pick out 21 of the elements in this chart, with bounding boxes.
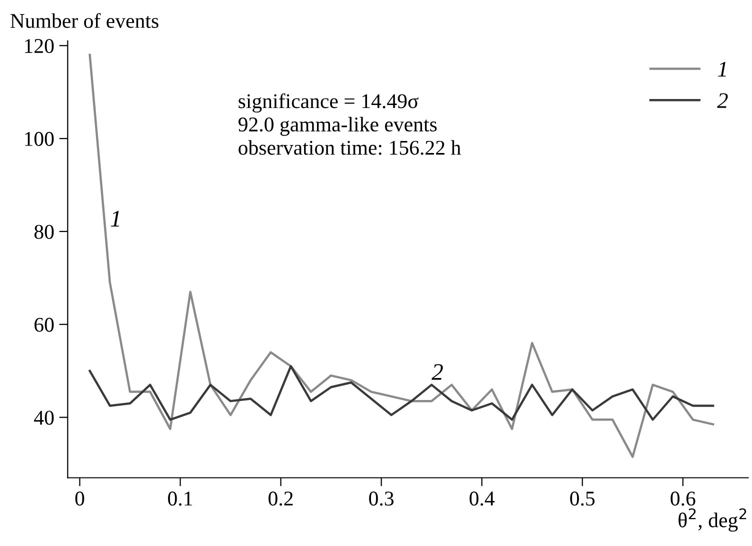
x-axis-title: θ$^{2}$, deg$^{2}$ xyxy=(678,508,746,532)
y-tick-label: 100 xyxy=(25,132,54,146)
annotation: 2 xyxy=(432,364,443,380)
legend-label: 2 xyxy=(717,93,728,108)
annotation: 1 xyxy=(110,210,120,226)
x-tick-label: 0.6 xyxy=(670,492,696,506)
annotation: significance = 14.49σ 92.0 gamma-like events observation time: 156.22 h xyxy=(238,93,461,155)
x-tick-label: 0.5 xyxy=(570,492,595,506)
x-tick-label: 0.3 xyxy=(369,492,394,506)
line-series xyxy=(88,54,714,458)
x-tick-label: 0 xyxy=(75,492,84,506)
x-tick-label: 0.2 xyxy=(268,492,293,506)
y-tick-label: 120 xyxy=(25,38,54,54)
legend-label: 1 xyxy=(718,62,726,77)
y-tick-label: 40 xyxy=(34,410,54,425)
y-axis-title: Number of events xyxy=(10,13,158,28)
x-tick-label: 0.1 xyxy=(168,492,192,506)
y-tick-label: 60 xyxy=(34,318,54,332)
x-tick-label: 0.4 xyxy=(470,492,495,506)
y-tick-label: 80 xyxy=(34,224,54,239)
line-series xyxy=(88,365,714,421)
